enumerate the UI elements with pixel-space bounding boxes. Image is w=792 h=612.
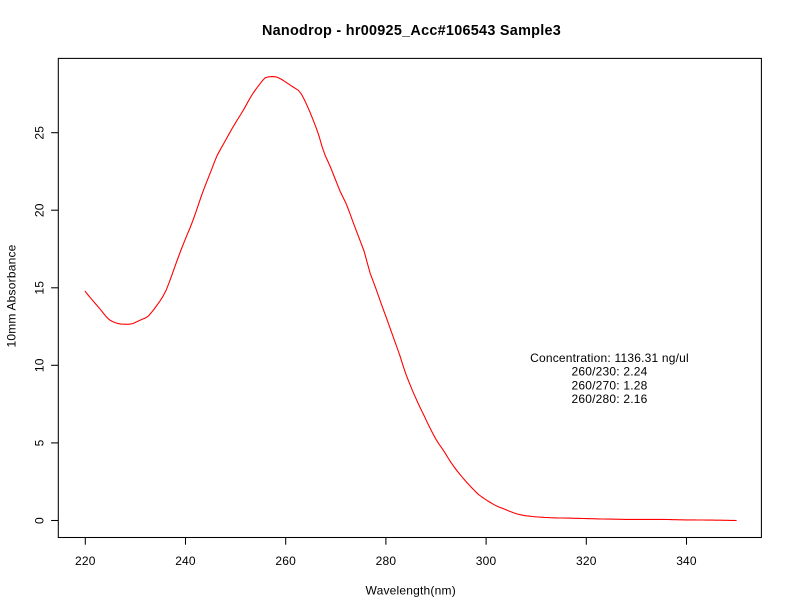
svg-text:25: 25 (33, 126, 47, 140)
svg-text:15: 15 (33, 281, 47, 295)
svg-text:Wavelength(nm): Wavelength(nm) (366, 583, 456, 597)
svg-text:Nanodrop - hr00925_Acc#106543: Nanodrop - hr00925_Acc#106543 Sample3 (262, 23, 561, 39)
svg-text:260/270: 1.28: 260/270: 1.28 (571, 378, 647, 392)
svg-text:220: 220 (75, 554, 96, 568)
svg-text:340: 340 (676, 554, 697, 568)
svg-text:Concentration: 1136.31 ng/ul: Concentration: 1136.31 ng/ul (530, 351, 689, 365)
svg-text:280: 280 (376, 554, 397, 568)
svg-text:10mm Absorbance: 10mm Absorbance (5, 244, 19, 347)
svg-text:5: 5 (33, 439, 47, 446)
svg-text:240: 240 (175, 554, 196, 568)
svg-text:10: 10 (33, 358, 47, 372)
svg-text:260/280: 2.16: 260/280: 2.16 (571, 392, 647, 406)
svg-text:260/230: 2.24: 260/230: 2.24 (571, 365, 647, 379)
svg-text:300: 300 (476, 554, 497, 568)
svg-text:20: 20 (33, 203, 47, 217)
svg-text:320: 320 (576, 554, 597, 568)
svg-text:0: 0 (33, 517, 47, 524)
svg-text:260: 260 (275, 554, 296, 568)
